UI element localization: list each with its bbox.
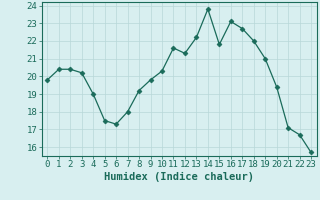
X-axis label: Humidex (Indice chaleur): Humidex (Indice chaleur): [104, 172, 254, 182]
